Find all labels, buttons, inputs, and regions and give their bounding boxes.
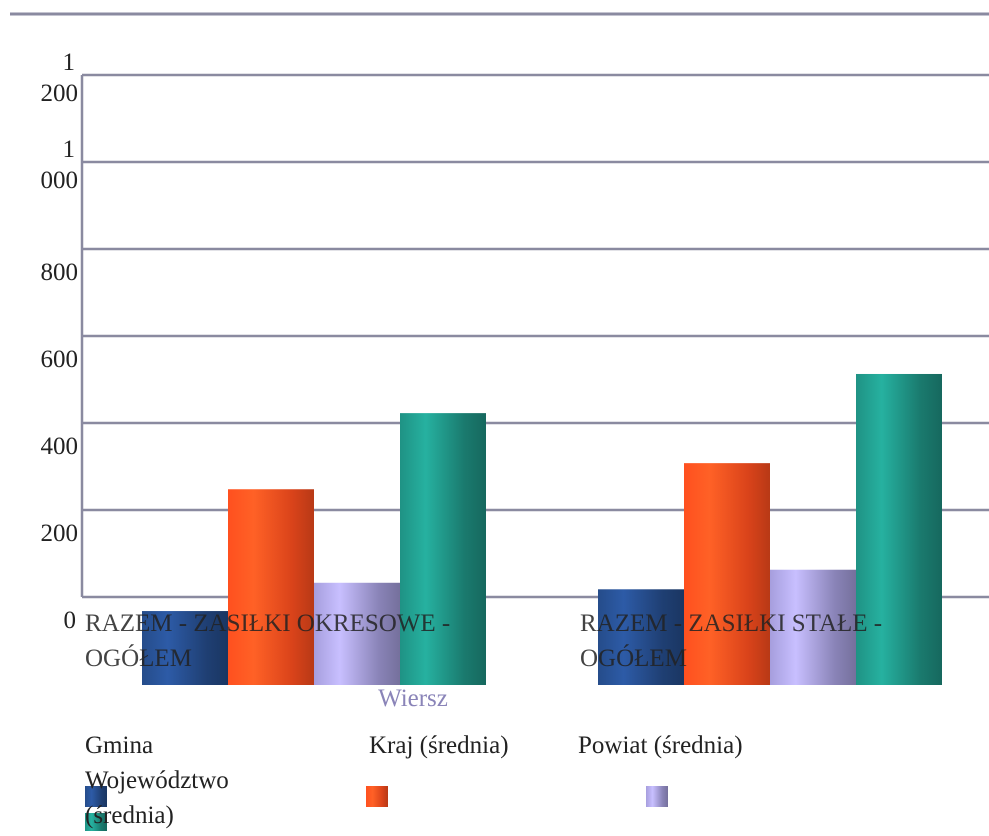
legend-swatch (85, 786, 107, 807)
x-tick-labels: RAZEM - ZASIŁKI OKRESOWE - OGÓŁEM RAZEM - … (85, 610, 882, 672)
y-tick-label: 1 200 (41, 49, 79, 107)
bars (142, 373, 942, 685)
y-tick-label: 800 (41, 259, 79, 286)
bar-gmina (598, 589, 684, 685)
legend-label: Kraj (średnia) (369, 732, 509, 759)
legend-label: Powiat (średnia) (578, 732, 743, 759)
y-tick-labels: 0 200 400 600 800 1 000 1 200 (41, 49, 79, 634)
x-tick-label: RAZEM - ZASIŁKI STAŁE - (580, 610, 882, 637)
y-tick-label: 400 (41, 433, 79, 460)
y-tick-label: 0 (64, 607, 77, 634)
legend: Gmina Kraj (średnia) Powiat (średnia) Wojew… (85, 732, 743, 834)
grid (80, 73, 989, 599)
legend-swatch (85, 813, 107, 834)
legend-swatch (646, 786, 668, 807)
bar-kraj-rednia (684, 463, 770, 685)
y-tick-label: 1 000 (41, 136, 79, 194)
bar-kraj-rednia (228, 489, 314, 685)
bar-powiat-rednia (314, 582, 400, 685)
legend-label: Województwo (średnia) (85, 767, 229, 829)
bar-wojew-dztwo-rednia (856, 373, 942, 685)
legend-swatch (366, 786, 388, 807)
x-tick-label: RAZEM - ZASIŁKI OKRESOWE - (85, 610, 450, 637)
y-tick-label: 600 (41, 346, 79, 373)
x-tick-label: OGÓŁEM (85, 644, 192, 672)
x-axis-title: Wiersz (378, 685, 448, 712)
legend-label: Gmina (85, 732, 153, 759)
y-tick-label: 200 (41, 520, 79, 547)
x-tick-label: OGÓŁEM (580, 644, 687, 672)
bar-wojew-dztwo-rednia (400, 413, 486, 685)
bar-gmina (142, 611, 228, 685)
bar-powiat-rednia (770, 569, 856, 685)
